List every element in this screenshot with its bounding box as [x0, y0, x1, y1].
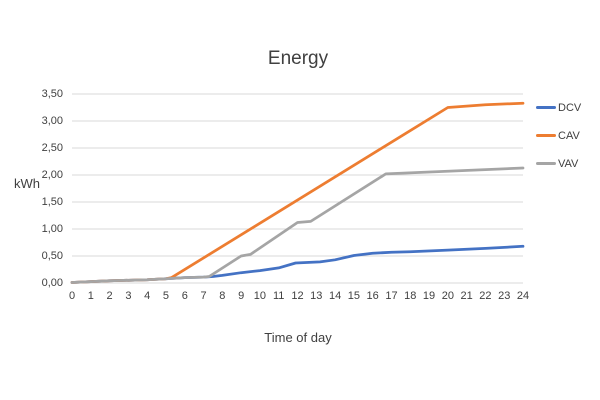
x-tick-label: 20 [441, 290, 454, 302]
x-tick-label: 23 [498, 290, 511, 302]
x-tick-label: 18 [404, 290, 417, 302]
y-tick-label: 1,50 [41, 196, 63, 208]
x-tick-label: 13 [310, 290, 323, 302]
legend-line-swatch [536, 134, 556, 137]
y-tick-label: 2,50 [41, 142, 63, 154]
x-tick-label: 6 [181, 290, 188, 302]
series-line-vav [70, 166, 525, 284]
x-tick-label: 0 [68, 290, 76, 302]
x-tick-label: 10 [253, 290, 267, 302]
legend: DCV CAV VAV [536, 100, 581, 184]
x-tick-label: 19 [422, 290, 436, 302]
x-tick-label: 5 [162, 290, 170, 302]
x-tick-label: 22 [479, 290, 492, 302]
x-tick-label: 11 [272, 290, 285, 302]
y-axis-title: kWh [14, 176, 40, 191]
x-tick-label: 21 [460, 290, 473, 302]
x-tick-label: 12 [291, 290, 304, 302]
series-line-dcv [70, 244, 525, 284]
x-tick-label: 3 [125, 290, 132, 302]
y-tick-label: 3,00 [41, 115, 63, 127]
legend-line-swatch [536, 162, 556, 165]
x-tick-label: 24 [516, 290, 530, 302]
legend-label: VAV [558, 157, 579, 170]
x-tick-label: 16 [366, 290, 379, 302]
x-tick-label: 9 [238, 290, 245, 302]
y-tick-label: 3,50 [41, 88, 63, 100]
x-tick-label: 14 [328, 290, 342, 302]
legend-item-vav: VAV [536, 156, 581, 171]
legend-line-swatch [536, 106, 556, 109]
y-tick-label: 1,00 [41, 223, 63, 235]
y-tick-label: 0,50 [41, 250, 63, 262]
x-tick-label: 8 [219, 290, 226, 302]
x-axis-title: Time of day [264, 330, 332, 345]
legend-item-dcv: DCV [536, 100, 581, 115]
x-tick-label: 7 [200, 290, 207, 302]
chart-title: Energy [267, 48, 329, 69]
x-tick-label: 15 [347, 290, 360, 302]
legend-label: DCV [558, 101, 582, 114]
y-tick-label: 0,00 [41, 277, 63, 289]
x-tick-label: 4 [144, 290, 151, 302]
legend-item-cav: CAV [536, 128, 581, 143]
y-tick-label: 2,00 [41, 169, 63, 181]
legend-label: CAV [558, 129, 580, 142]
x-tick-label: 2 [106, 290, 113, 302]
x-tick-label: 1 [87, 290, 94, 302]
x-tick-label: 17 [385, 290, 398, 302]
